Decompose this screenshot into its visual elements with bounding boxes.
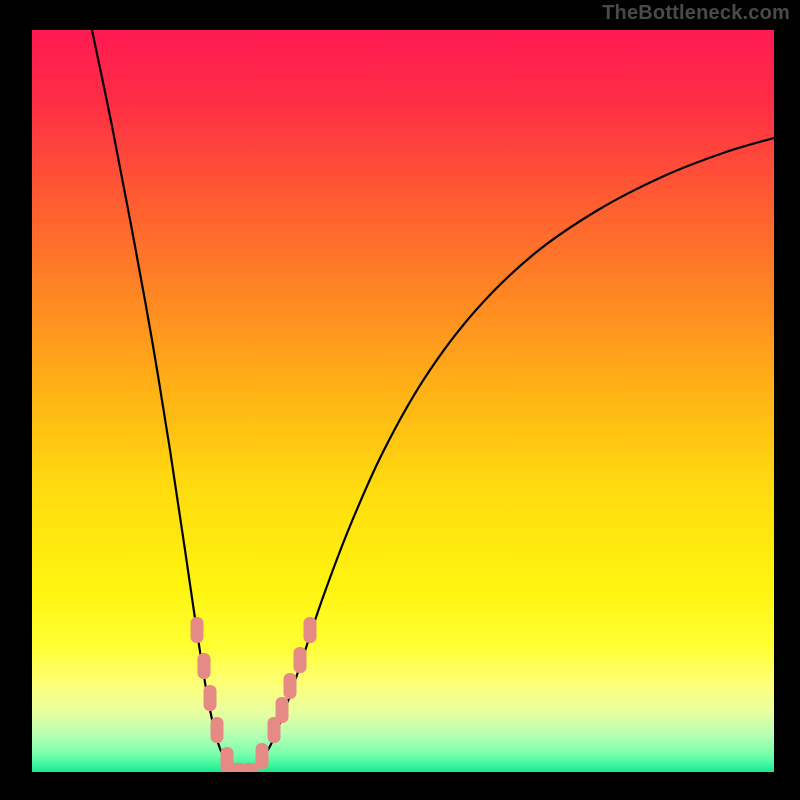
curve-marker — [304, 617, 317, 643]
curve-marker — [294, 647, 307, 673]
curve-marker — [204, 685, 217, 711]
curve-marker — [256, 743, 269, 769]
curve-marker — [191, 617, 204, 643]
curve-marker — [211, 717, 224, 743]
bottleneck-curve — [92, 30, 774, 772]
curve-layer — [32, 30, 774, 772]
curve-marker — [284, 673, 297, 699]
curve-marker — [198, 653, 211, 679]
chart-container: TheBottleneck.com — [0, 0, 800, 800]
curve-markers — [191, 617, 317, 772]
curve-marker — [276, 697, 289, 723]
watermark-text: TheBottleneck.com — [602, 2, 790, 25]
plot-area — [32, 30, 774, 772]
